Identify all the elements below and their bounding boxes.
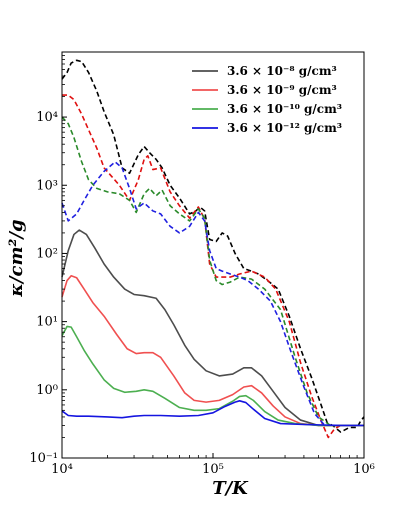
ticks-layer: 10⁴ 10⁵ 10⁶ 10⁻¹ 10⁰ 10¹ 10² 10³ 10⁴ [29,51,375,477]
y-tick-label: 10⁴ [36,110,58,125]
dashed-series-line-6 [61,116,364,427]
x-tick-label: 10⁴ [51,462,73,477]
x-tick-label: 10⁵ [202,462,224,477]
y-tick-label: 10⁰ [36,383,58,398]
x-tick-label: 10⁶ [353,462,375,477]
y-tick-label: 10¹ [36,315,58,330]
y-tick-label: 10² [36,246,58,261]
legend: 3.6 × 10⁻⁸ g/cm³ 3.6 × 10⁻⁹ g/cm³ 3.6 × 10… [192,64,342,135]
y-axis-title: κ/cm²/g [6,219,27,297]
dashed-series-line-5 [62,94,364,439]
series-layer [61,59,365,439]
x-axis-title: T/K [212,478,249,499]
legend-label: 3.6 × 10⁻⁸ g/cm³ [227,64,337,78]
legend-label: 3.6 × 10⁻⁹ g/cm³ [227,83,337,97]
series-line-1 [61,275,364,427]
series-line-0 [61,229,364,427]
series-line-2 [61,325,364,427]
dashed-series-line-4 [61,59,365,433]
y-tick-label: 10⁻¹ [29,451,58,466]
legend-label: 3.6 × 10⁻¹² g/cm³ [227,121,342,135]
y-tick-label: 10³ [36,178,58,193]
legend-label: 3.6 × 10⁻¹⁰ g/cm³ [227,102,342,116]
series-line-3 [61,400,364,427]
dashed-series-line-7 [61,161,364,427]
